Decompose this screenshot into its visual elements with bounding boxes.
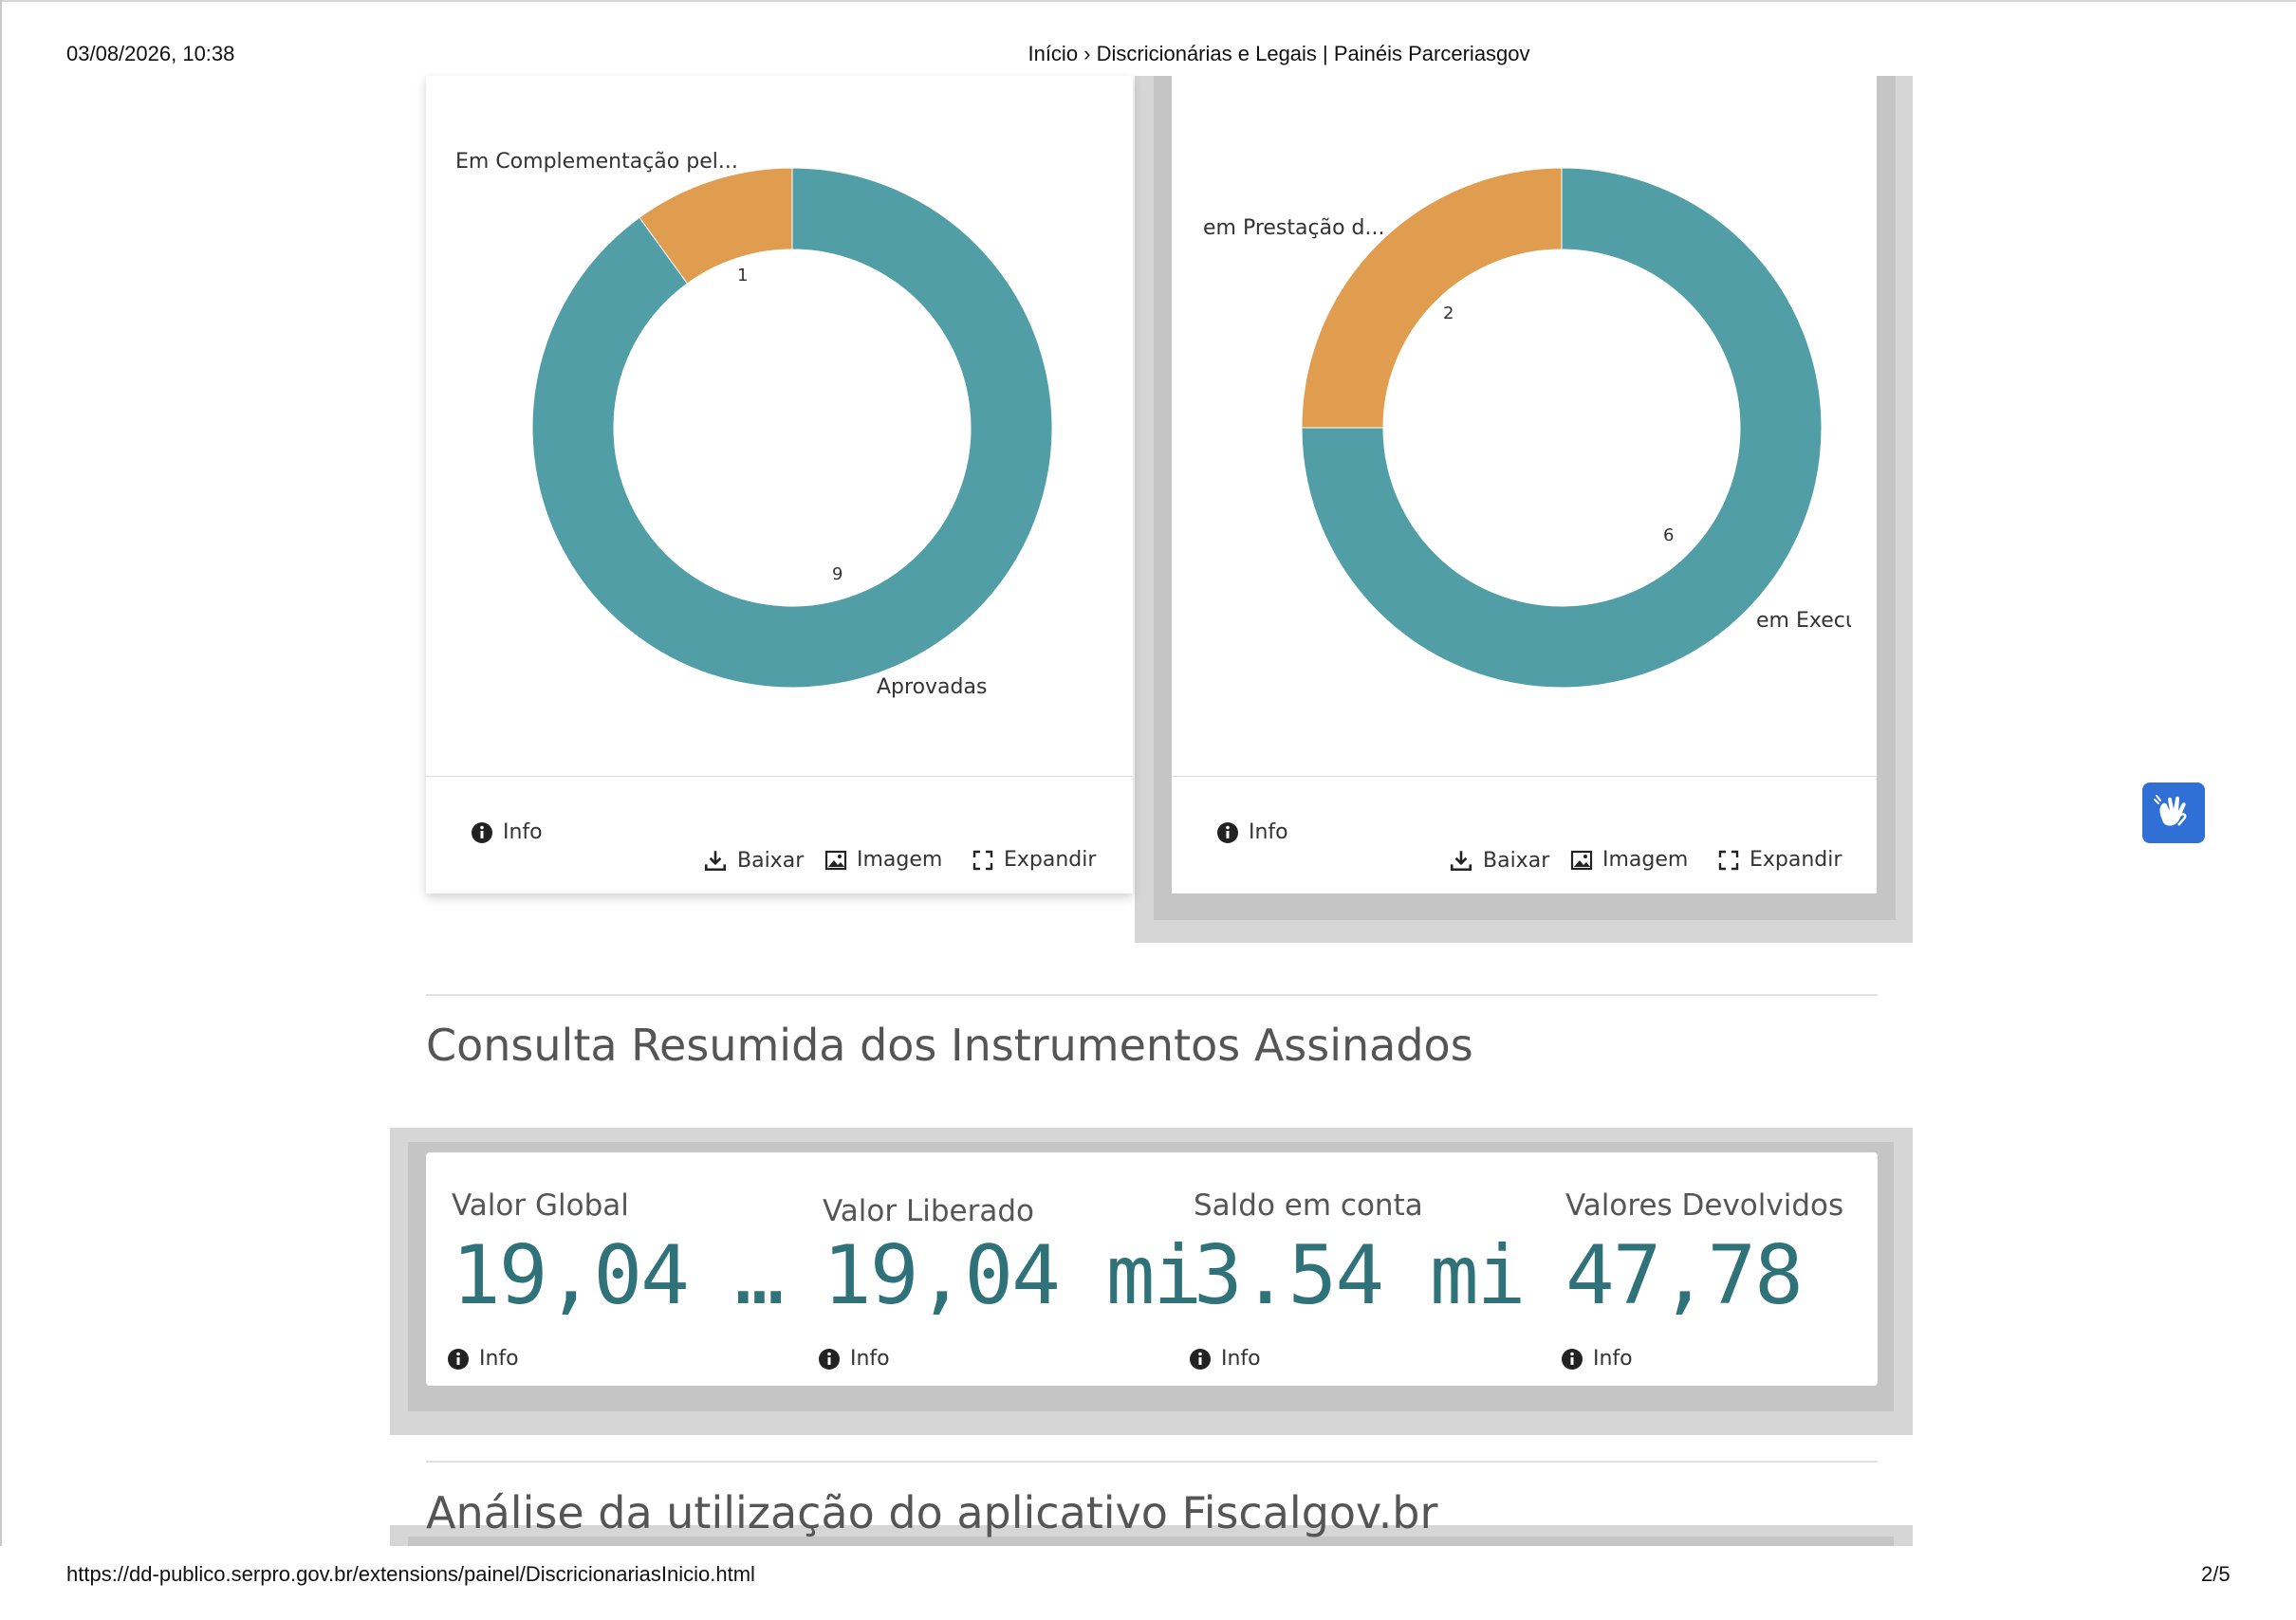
info-icon — [1190, 1348, 1211, 1370]
kpi-label: Saldo em conta — [1194, 1188, 1423, 1223]
data-label: 1 — [737, 266, 749, 285]
expand-label: Expandir — [1004, 848, 1097, 872]
kpi-value: 19,04 … — [452, 1228, 784, 1323]
info-label: Info — [850, 1347, 890, 1371]
image-label: Imagem — [857, 848, 943, 872]
chart-panel-right: em Prestação d... 2 6 em Execuç Info Bai… — [1172, 76, 1877, 893]
slice-label: em Execuç — [1756, 609, 1851, 633]
image-button[interactable]: Imagem — [1570, 848, 1688, 872]
kpi-info-button[interactable]: Info — [1561, 1347, 1633, 1371]
kpi-label: Valor Global — [452, 1188, 629, 1223]
print-page-number: 2/5 — [2201, 1562, 2231, 1586]
kpi-value: 47,78 — [1565, 1228, 1804, 1323]
download-icon — [1450, 851, 1472, 872]
info-icon — [1217, 821, 1238, 843]
expand-button[interactable]: Expandir — [972, 848, 1096, 872]
chart-panel-left: Em Complementação pel... 1 9 Aprovadas I… — [426, 76, 1133, 893]
top-border — [0, 0, 2296, 2]
print-url: https://dd-publico.serpro.gov.br/extensi… — [66, 1562, 755, 1586]
print-page-title: Início › Discricionárias e Legais | Pain… — [1028, 42, 1530, 65]
expand-label: Expandir — [1750, 848, 1842, 872]
kpi-label: Valor Liberado — [823, 1194, 1034, 1228]
slice-label: Aprovadas — [877, 675, 988, 699]
slice-label: Em Complementação pel... — [455, 150, 738, 174]
donut-slice[interactable] — [639, 167, 793, 285]
slice-label: em Prestação d... — [1203, 216, 1385, 240]
data-label: 9 — [832, 564, 843, 584]
kpi-info-button[interactable]: Info — [447, 1347, 519, 1371]
expand-icon — [972, 850, 993, 870]
download-icon — [704, 851, 727, 872]
panel-divider — [426, 776, 1133, 777]
image-icon — [824, 850, 847, 870]
info-button[interactable]: Info — [1216, 820, 1288, 844]
expand-icon — [1718, 850, 1739, 870]
donut-slice[interactable] — [1301, 167, 1823, 689]
kpi-label: Valores Devolvidos — [1565, 1188, 1844, 1223]
info-label: Info — [1249, 820, 1288, 844]
info-button[interactable]: Info — [471, 820, 543, 844]
image-icon — [1570, 850, 1593, 870]
info-label: Info — [1593, 1347, 1633, 1371]
sign-language-hands-icon — [2154, 795, 2187, 826]
info-label: Info — [503, 820, 543, 844]
accessibility-button[interactable] — [2142, 782, 2205, 843]
donut-chart-right: em Prestação d... 2 6 em Execuç — [1172, 76, 1877, 778]
info-label: Info — [1221, 1347, 1261, 1371]
page-bottom-mask — [0, 1546, 2296, 1620]
left-border — [0, 0, 2, 1620]
donut-svg-right — [1301, 167, 1823, 689]
data-label: 6 — [1663, 525, 1675, 545]
download-button[interactable]: Baixar — [703, 848, 804, 873]
section-divider — [426, 1461, 1878, 1463]
kpi-info-button[interactable]: Info — [818, 1347, 890, 1371]
donut-chart-left: Em Complementação pel... 1 9 Aprovadas — [426, 76, 1133, 778]
kpi-info-button[interactable]: Info — [1189, 1347, 1261, 1371]
info-label: Info — [479, 1347, 519, 1371]
donut-slice[interactable] — [531, 167, 1053, 689]
panel-divider — [1172, 776, 1877, 777]
expand-button[interactable]: Expandir — [1717, 848, 1842, 872]
info-icon — [1562, 1348, 1583, 1370]
download-label: Baixar — [1483, 848, 1550, 873]
donut-svg-left — [531, 167, 1053, 689]
section2-frame-inner — [408, 1537, 1894, 1546]
section-divider — [426, 994, 1878, 996]
kpi-panel: Valor Global 19,04 … Info Valor Liberado… — [426, 1152, 1878, 1386]
kpi-value: 19,04 mi — [823, 1228, 1202, 1323]
image-label: Imagem — [1602, 848, 1689, 872]
section-title-fiscalgov: Análise da utilização do aplicativo Fisc… — [426, 1487, 1438, 1538]
download-button[interactable]: Baixar — [1449, 848, 1549, 873]
image-button[interactable]: Imagem — [824, 848, 942, 872]
section-title-consulta: Consulta Resumida dos Instrumentos Assin… — [426, 1020, 1473, 1071]
print-datetime: 03/08/2026, 10:38 — [66, 42, 235, 65]
download-label: Baixar — [737, 848, 805, 873]
data-label: 2 — [1443, 304, 1454, 323]
donut-slice[interactable] — [1301, 167, 1563, 429]
info-icon — [448, 1348, 469, 1370]
kpi-value: 3.54 mi — [1194, 1228, 1526, 1323]
info-icon — [472, 821, 492, 843]
info-icon — [819, 1348, 840, 1370]
